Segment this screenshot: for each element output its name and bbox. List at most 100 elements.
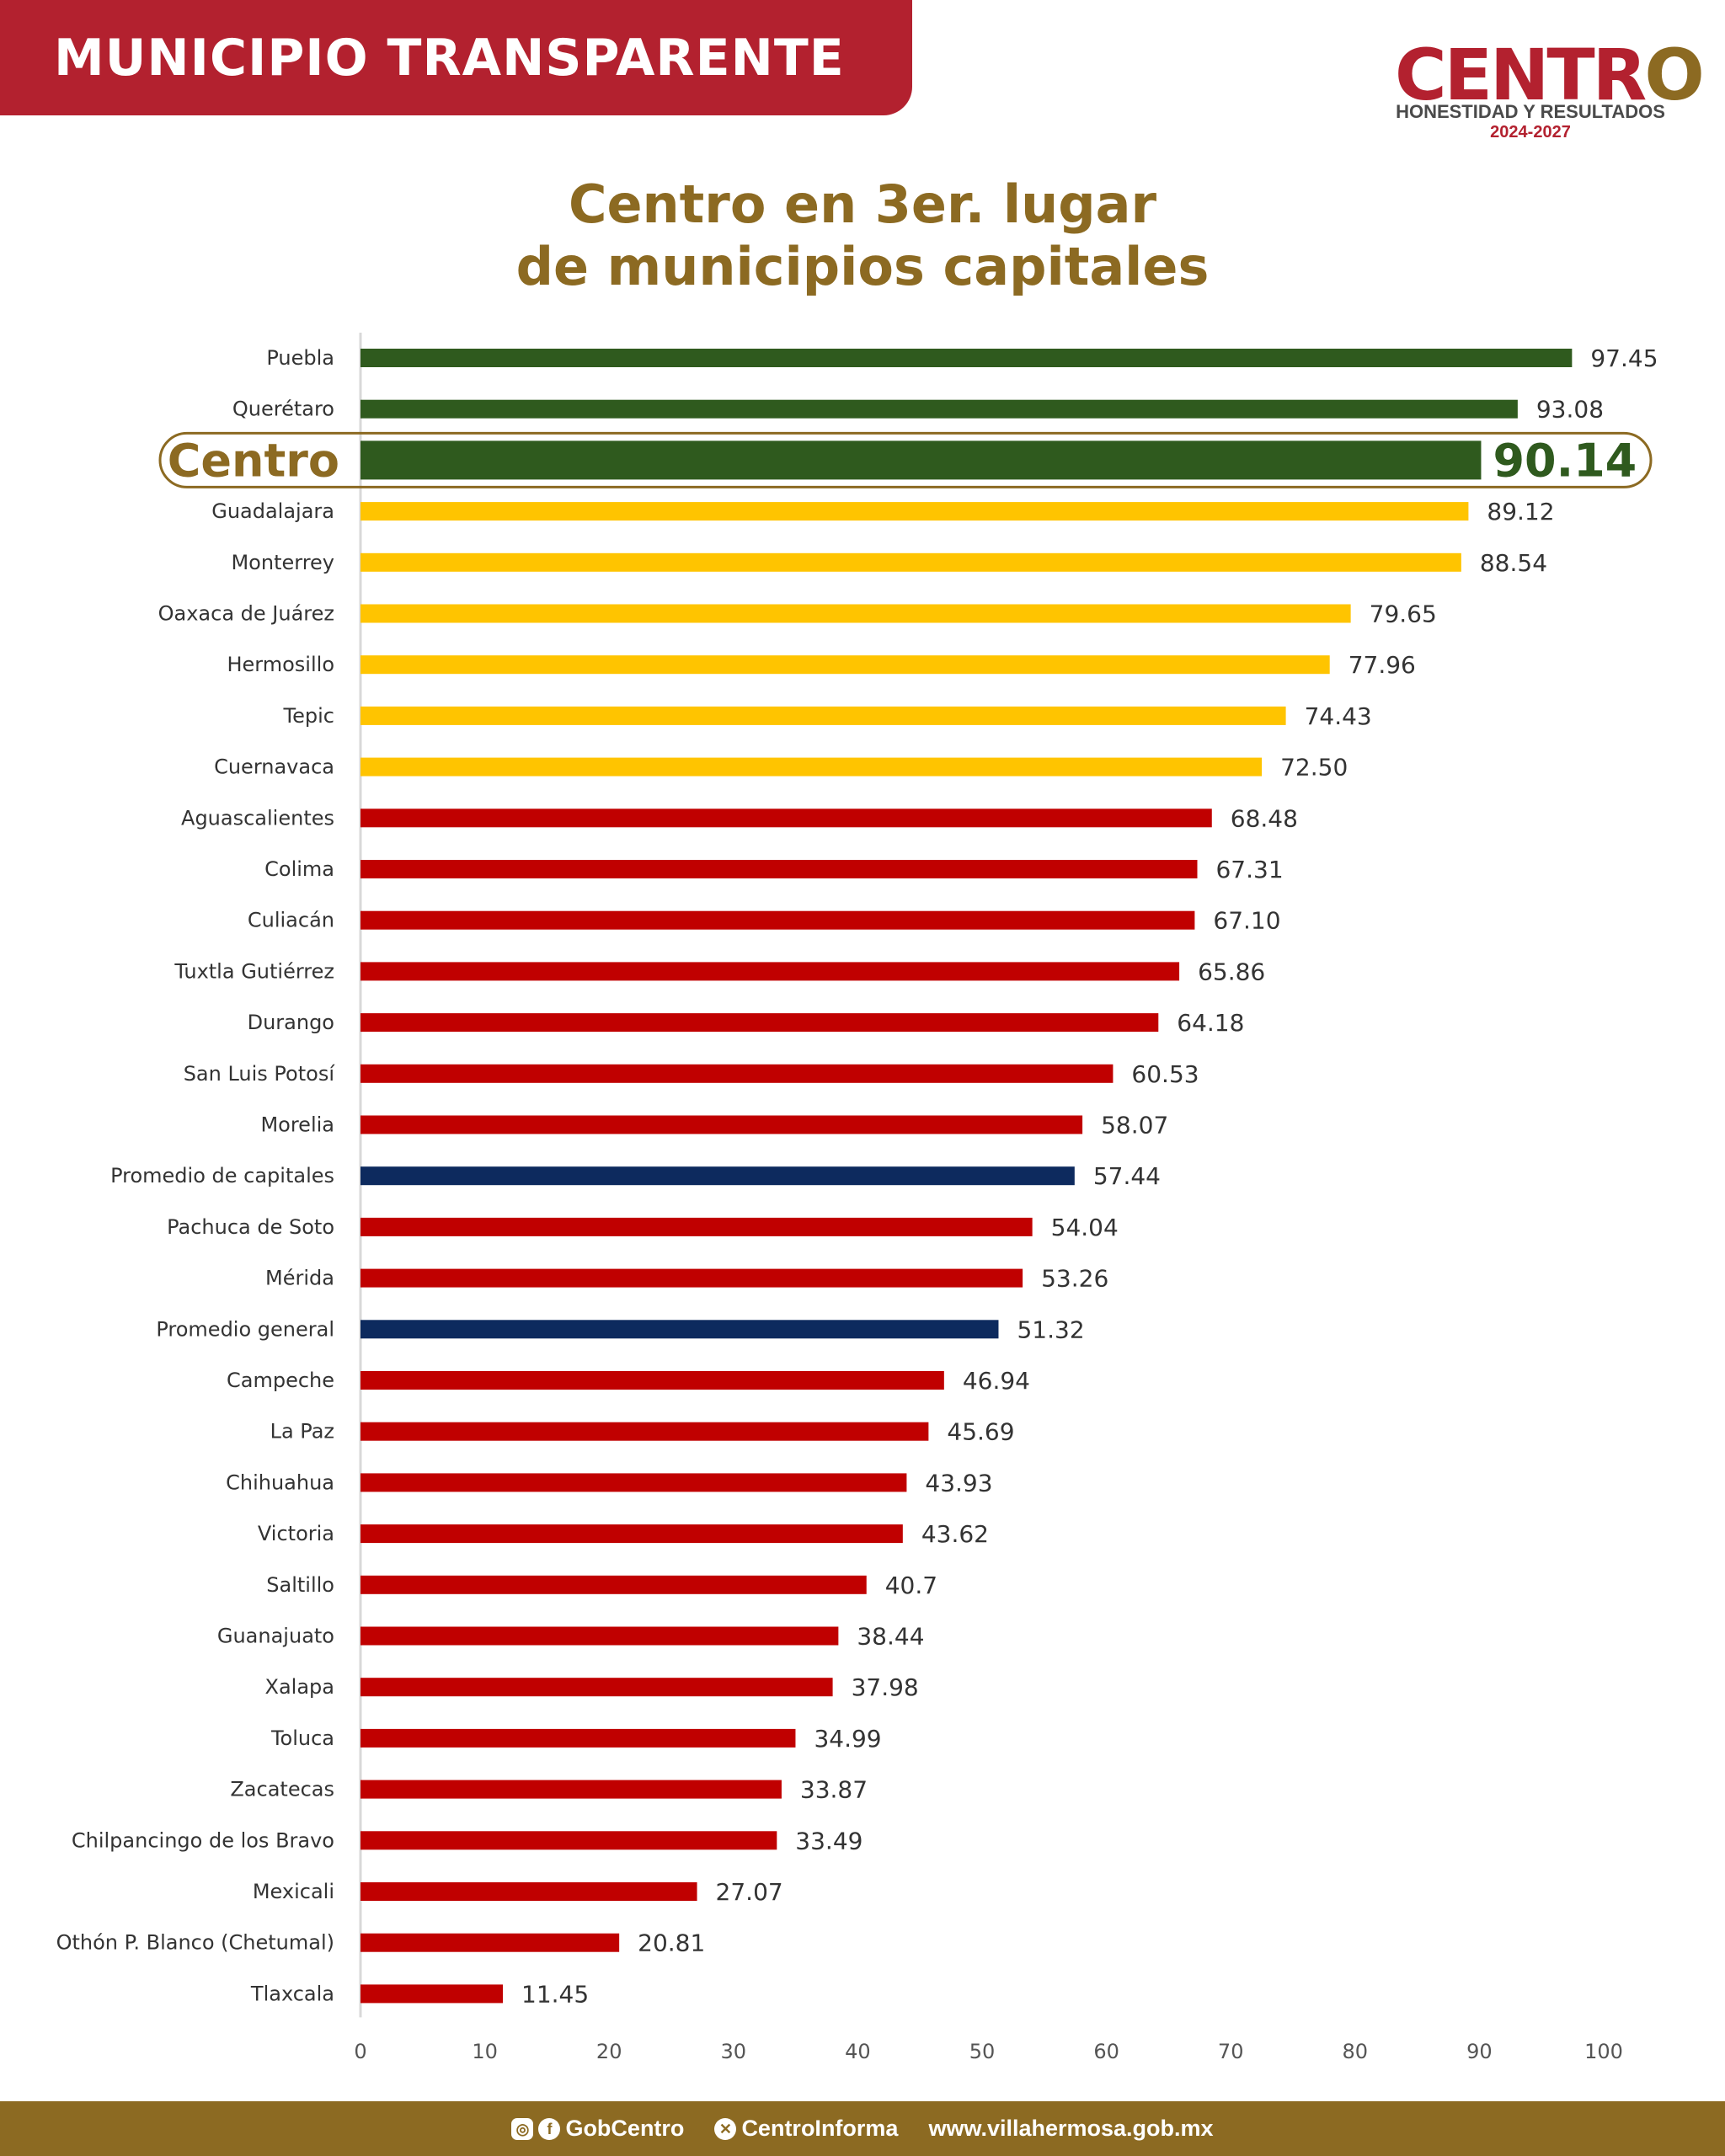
category-label: Colima bbox=[264, 857, 334, 881]
value-label: 74.43 bbox=[1305, 702, 1372, 730]
logo-wordmark-o: O bbox=[1644, 34, 1704, 116]
bar-colima bbox=[360, 860, 1198, 878]
value-label: 88.54 bbox=[1480, 549, 1547, 577]
bar-durango bbox=[360, 1013, 1159, 1033]
category-label: Guadalajara bbox=[211, 499, 334, 523]
x-tick-label: 50 bbox=[969, 2040, 996, 2063]
category-label: San Luis Potosí bbox=[184, 1062, 336, 1086]
category-label: Tepic bbox=[283, 704, 334, 728]
value-label: 38.44 bbox=[857, 1623, 924, 1651]
value-label: 67.31 bbox=[1215, 856, 1283, 883]
bar-tepic bbox=[360, 706, 1286, 725]
category-label: Cuernavaca bbox=[214, 755, 334, 779]
footer-bar: ◎ f GobCentro ✕ CentroInforma www.villah… bbox=[0, 2101, 1725, 2156]
category-label: Morelia bbox=[260, 1113, 334, 1137]
value-label: 97.45 bbox=[1590, 344, 1658, 372]
bar-promedio-general bbox=[360, 1320, 999, 1339]
category-label: Xalapa bbox=[265, 1675, 334, 1699]
bar-saltillo bbox=[360, 1575, 867, 1594]
bar-pachuca-de-soto bbox=[360, 1217, 1033, 1236]
centro-logo: CENTRO HONESTIDAD Y RESULTADOS 2024-2027 bbox=[1381, 34, 1705, 147]
facebook-icon: f bbox=[538, 2117, 561, 2140]
footer-website[interactable]: www.villahermosa.gob.mx bbox=[928, 2116, 1213, 2142]
value-label: 90.14 bbox=[1493, 434, 1637, 487]
bar-promedio-de-capitales bbox=[360, 1166, 1075, 1186]
value-label: 89.12 bbox=[1487, 498, 1554, 526]
value-label: 43.93 bbox=[925, 1469, 992, 1497]
category-label: Chihuahua bbox=[226, 1470, 334, 1494]
value-label: 51.32 bbox=[1017, 1315, 1084, 1343]
bar-campeche bbox=[360, 1371, 944, 1390]
bar-san-luis-potosi bbox=[360, 1064, 1114, 1083]
bar-zacatecas bbox=[360, 1780, 782, 1799]
value-label: 46.94 bbox=[963, 1367, 1030, 1395]
bar-chart: Puebla 97.45 Querétaro 93.08 Centro 90.14 Guad… bbox=[56, 333, 1658, 2063]
bar-monterrey bbox=[360, 552, 1461, 572]
category-label: Aguascalientes bbox=[181, 806, 334, 830]
x-tick-label: 0 bbox=[354, 2040, 366, 2063]
bar-tuxtla-gutierrez bbox=[360, 962, 1180, 981]
bar-guanajuato bbox=[360, 1626, 839, 1646]
category-label: Tlaxcala bbox=[250, 1982, 334, 2005]
category-label: Mexicali bbox=[253, 1880, 334, 1903]
value-label: 34.99 bbox=[814, 1725, 881, 1753]
footer-handle-gobcentro: GobCentro bbox=[565, 2116, 685, 2141]
footer-social-gobcentro[interactable]: ◎ f GobCentro bbox=[511, 2116, 684, 2142]
bar-chihuahua bbox=[360, 1473, 907, 1492]
category-label: Puebla bbox=[266, 346, 334, 370]
category-label: Campeche bbox=[227, 1369, 334, 1392]
bar-culiacan bbox=[360, 910, 1195, 930]
category-label: Mérida bbox=[265, 1267, 334, 1290]
bar-cuernavaca bbox=[360, 757, 1263, 776]
category-label: Promedio de capitales bbox=[110, 1164, 334, 1187]
bar-morelia bbox=[360, 1115, 1083, 1134]
bar-merida bbox=[360, 1268, 1023, 1288]
category-label: Toluca bbox=[270, 1726, 334, 1750]
value-label: 65.86 bbox=[1198, 958, 1265, 985]
value-label: 37.98 bbox=[852, 1673, 919, 1701]
value-label: 77.96 bbox=[1348, 651, 1416, 679]
x-tick-label: 60 bbox=[1093, 2040, 1119, 2063]
logo-years: 2024-2027 bbox=[1490, 123, 1571, 141]
x-tick-label: 20 bbox=[596, 2040, 622, 2063]
category-label: Oaxaca de Juárez bbox=[158, 602, 334, 626]
banner-title: MUNICIPIO TRANSPARENTE bbox=[54, 29, 845, 88]
footer-website-text: www.villahermosa.gob.mx bbox=[928, 2116, 1214, 2141]
x-icon: ✕ bbox=[714, 2117, 737, 2140]
footer-handle-centroinforma: CentroInforma bbox=[741, 2116, 899, 2141]
x-tick-label: 70 bbox=[1218, 2040, 1244, 2063]
category-label: Centro bbox=[168, 434, 339, 487]
bar-chilpancingo-de-los-bravo bbox=[360, 1831, 777, 1850]
x-tick-label: 90 bbox=[1466, 2040, 1493, 2063]
category-label: Culiacán bbox=[248, 909, 334, 932]
category-label: Victoria bbox=[258, 1522, 334, 1545]
value-label: 53.26 bbox=[1041, 1265, 1108, 1293]
chart-title-line2: de municipios capitales bbox=[515, 236, 1210, 297]
x-tick-label: 80 bbox=[1343, 2040, 1369, 2063]
logo-tagline: HONESTIDAD Y RESULTADOS bbox=[1396, 101, 1665, 122]
value-label: 57.44 bbox=[1093, 1162, 1161, 1190]
bar-xalapa bbox=[360, 1678, 833, 1697]
value-label: 79.65 bbox=[1370, 600, 1437, 628]
category-label: Querétaro bbox=[232, 398, 334, 421]
instagram-icon: ◎ bbox=[511, 2117, 534, 2140]
value-label: 68.48 bbox=[1231, 804, 1298, 832]
x-tick-label: 10 bbox=[472, 2040, 498, 2063]
value-label: 11.45 bbox=[521, 1980, 589, 2008]
value-label: 67.10 bbox=[1213, 907, 1280, 935]
x-tick-label: 40 bbox=[845, 2040, 871, 2063]
bar-othon-p-blanco-chetumal bbox=[360, 1933, 620, 1952]
value-label: 60.53 bbox=[1131, 1060, 1199, 1088]
category-label: Promedio general bbox=[156, 1317, 334, 1341]
value-label: 27.07 bbox=[716, 1878, 783, 1906]
logo-wordmark-main: CENTR bbox=[1395, 34, 1647, 116]
bar-aguascalientes bbox=[360, 808, 1212, 828]
value-label: 64.18 bbox=[1177, 1009, 1244, 1037]
value-label: 43.62 bbox=[921, 1520, 989, 1548]
category-label: La Paz bbox=[270, 1420, 334, 1444]
category-label: Durango bbox=[248, 1011, 334, 1034]
value-label: 93.08 bbox=[1536, 396, 1604, 424]
footer-social-centroinforma[interactable]: ✕ CentroInforma bbox=[714, 2116, 898, 2142]
category-label: Saltillo bbox=[266, 1573, 334, 1597]
bar-puebla bbox=[360, 349, 1573, 367]
